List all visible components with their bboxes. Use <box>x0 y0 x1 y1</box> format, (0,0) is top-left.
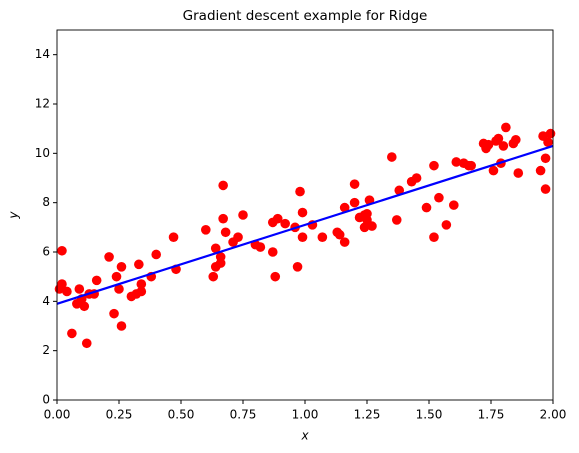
y-tick-label: 14 <box>35 47 50 61</box>
x-axis-label: x <box>300 429 309 443</box>
x-tick-label: 2.00 <box>540 408 567 422</box>
x-tick-label: 0.75 <box>230 408 257 422</box>
point <box>295 186 305 197</box>
point <box>297 232 308 242</box>
point <box>349 179 360 189</box>
y-tick-label: 2 <box>42 343 50 357</box>
point <box>540 153 551 164</box>
point <box>255 242 266 252</box>
point <box>501 122 511 133</box>
point <box>429 160 439 171</box>
x-tick-label: 1.50 <box>416 408 443 422</box>
y-tick-label: 12 <box>35 97 50 111</box>
x-tick-label: 0.25 <box>106 408 133 422</box>
chart-title: Gradient descent example for Ridge <box>183 8 428 24</box>
point <box>208 271 219 282</box>
point <box>104 252 114 262</box>
point <box>168 232 179 242</box>
point <box>134 259 144 270</box>
point <box>511 134 521 145</box>
point <box>81 338 92 349</box>
point <box>513 168 524 178</box>
point <box>317 232 328 242</box>
point <box>535 165 546 176</box>
y-tick-label: 6 <box>42 245 50 259</box>
point <box>272 213 283 224</box>
point <box>493 133 504 144</box>
point <box>62 286 72 297</box>
x-tick-label: 1.75 <box>478 408 505 422</box>
x-tick-label: 1.00 <box>292 408 319 422</box>
point <box>359 222 370 233</box>
point <box>79 301 90 312</box>
y-tick-label: 10 <box>35 146 50 160</box>
point <box>57 279 67 289</box>
point <box>391 215 402 225</box>
point <box>267 247 278 257</box>
point <box>116 321 127 331</box>
point <box>233 232 243 242</box>
plot-frame <box>56 29 554 401</box>
point <box>151 249 161 260</box>
point <box>339 202 350 213</box>
point <box>91 275 102 286</box>
x-tick-label: 1.25 <box>354 408 381 422</box>
point <box>387 152 397 162</box>
point <box>429 232 439 242</box>
y-tick-label: 4 <box>42 294 50 308</box>
point <box>349 197 360 208</box>
point <box>220 227 231 238</box>
point <box>270 271 281 282</box>
point <box>136 279 147 289</box>
point <box>114 284 124 294</box>
point <box>280 218 290 229</box>
point <box>339 237 350 247</box>
point <box>201 225 211 235</box>
point <box>334 229 345 240</box>
point <box>210 243 221 254</box>
point <box>441 220 452 230</box>
point <box>466 160 476 171</box>
y-axis-label: y <box>7 211 21 220</box>
point <box>297 207 308 218</box>
point <box>394 185 405 196</box>
point <box>292 262 303 272</box>
point <box>483 139 494 150</box>
y-tick-label: 8 <box>42 195 50 209</box>
x-tick-label: 0.50 <box>168 408 195 422</box>
point <box>545 128 556 139</box>
point <box>543 137 553 148</box>
fit-line <box>56 144 554 305</box>
point <box>218 213 228 224</box>
point <box>411 173 422 183</box>
point <box>540 184 551 194</box>
point <box>421 202 432 213</box>
point <box>67 328 77 339</box>
point <box>449 200 459 210</box>
point <box>116 262 127 272</box>
point <box>451 157 462 167</box>
point <box>238 210 248 220</box>
point <box>367 221 377 231</box>
x-tick-label: 0.00 <box>44 408 71 422</box>
point <box>488 165 499 176</box>
point <box>434 192 444 203</box>
y-tick-label: 0 <box>42 393 50 407</box>
point <box>111 271 122 282</box>
point <box>57 245 67 256</box>
point <box>215 252 226 262</box>
point <box>109 308 119 319</box>
point <box>218 180 228 191</box>
point <box>74 284 85 294</box>
point <box>498 141 509 151</box>
point <box>136 286 147 297</box>
